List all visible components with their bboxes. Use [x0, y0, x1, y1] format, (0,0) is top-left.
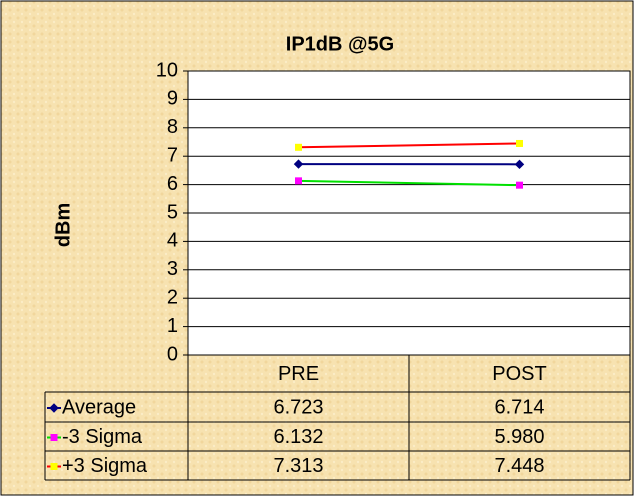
- table-value: 5.980: [494, 426, 544, 448]
- table-value: 7.313: [273, 455, 323, 477]
- data-point: [296, 144, 302, 150]
- legend-marker: [51, 464, 57, 470]
- table-value: 6.714: [494, 396, 544, 418]
- y-tick-label: 9: [167, 88, 178, 110]
- table-value: 7.448: [494, 455, 544, 477]
- y-tick-label: 3: [167, 258, 178, 280]
- x-tick-label: POST: [492, 363, 546, 385]
- data-point: [517, 140, 523, 146]
- y-tick-label: 4: [167, 230, 178, 252]
- chart-title: IP1dB @5G: [286, 33, 394, 55]
- y-tick-label: 10: [156, 59, 178, 81]
- y-tick-label: 7: [167, 144, 178, 166]
- y-axis-label: dBm: [52, 203, 74, 247]
- y-tick-label: 2: [167, 286, 178, 308]
- y-tick-label: 0: [167, 343, 178, 365]
- legend-label: Average: [62, 396, 136, 418]
- legend-label: -3 Sigma: [62, 426, 143, 448]
- y-tick-label: 6: [167, 173, 178, 195]
- data-point: [517, 182, 523, 188]
- y-tick-label: 1: [167, 315, 178, 337]
- y-tick-label: 5: [167, 201, 178, 223]
- legend-label: +3 Sigma: [62, 455, 148, 477]
- table-value: 6.132: [273, 426, 323, 448]
- data-point: [296, 178, 302, 184]
- y-tick-label: 8: [167, 116, 178, 138]
- legend-marker: [51, 435, 57, 441]
- x-tick-label: PRE: [278, 363, 319, 385]
- table-value: 6.723: [273, 396, 323, 418]
